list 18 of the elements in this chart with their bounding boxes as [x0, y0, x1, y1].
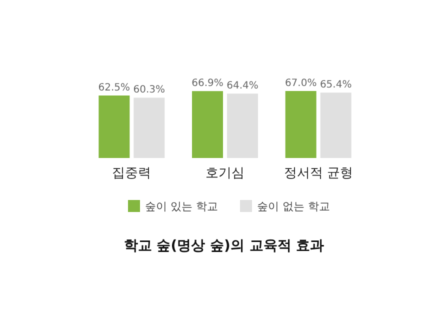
bar [227, 94, 258, 158]
legend-label: 숲이 있는 학교 [145, 200, 218, 213]
x-tick-label: 호기심 [206, 166, 244, 181]
legend-label: 숲이 없는 학교 [257, 200, 330, 213]
data-label: 64.4% [226, 80, 258, 92]
data-label: 60.3% [133, 84, 166, 96]
data-label: 66.9% [192, 78, 224, 90]
data-label: 65.4% [320, 80, 352, 91]
x-tick-label: 정서적 균형 [284, 166, 353, 181]
bar [285, 91, 316, 158]
data-label: 62.5% [98, 82, 130, 94]
data-label: 67.0% [284, 78, 317, 89]
bar [192, 91, 223, 158]
x-tick-label: 집중력 [112, 166, 152, 181]
text: 학교 숲(명상 숲)의 교육적 효과 [124, 238, 324, 254]
bar [320, 92, 352, 158]
bar [98, 96, 130, 158]
bar [134, 98, 165, 158]
